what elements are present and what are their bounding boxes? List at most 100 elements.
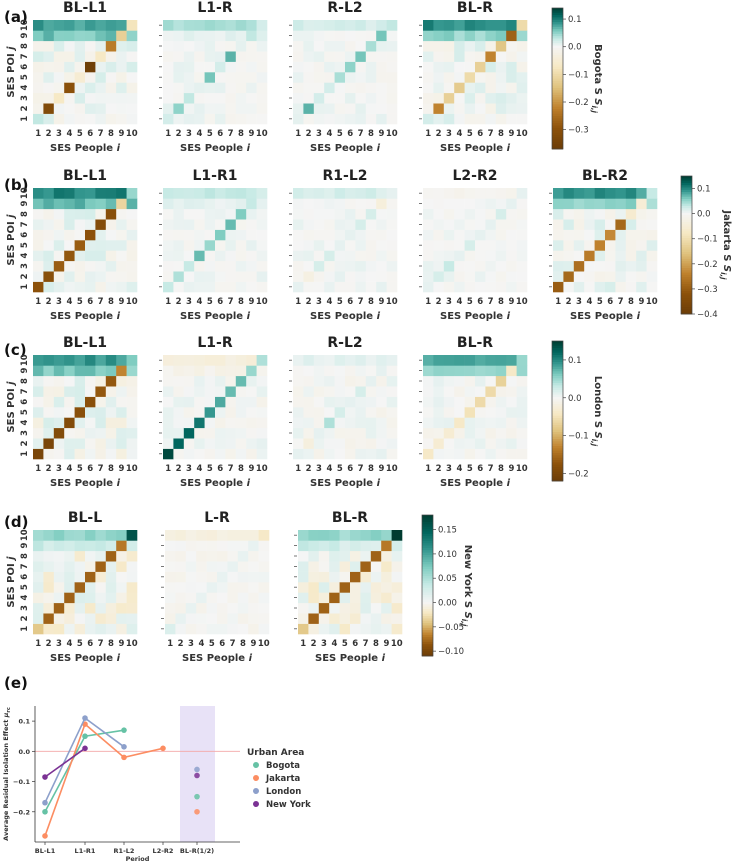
heatmap-cell — [443, 188, 455, 199]
heatmap-cell — [163, 438, 174, 449]
heatmap-cell — [495, 82, 507, 94]
heatmap-cell — [506, 365, 517, 377]
heatmap-cell — [485, 113, 497, 125]
heatmap-cell — [313, 250, 325, 262]
heatmap-cell — [303, 72, 315, 83]
legend-label: Bogota — [266, 761, 300, 771]
heatmap-cell — [506, 375, 517, 387]
heatmap-cell — [217, 550, 228, 562]
heatmap-cell — [116, 540, 127, 552]
heatmap-cell — [516, 72, 528, 83]
heatmap-cell — [105, 602, 117, 614]
heatmap-cell — [423, 198, 434, 210]
heatmap-cell — [475, 417, 486, 429]
heatmap-cell — [485, 219, 497, 230]
heatmap-cell — [74, 82, 86, 94]
colorbar-tick-label: −0.1 — [697, 235, 718, 245]
heatmap-cell — [196, 540, 207, 552]
colorbar-swatch — [552, 422, 563, 426]
colorbar-swatch — [552, 80, 563, 84]
x-axis-label: SES People i — [180, 478, 251, 489]
colorbar-swatch — [552, 380, 563, 384]
y-axis-label: SES POI j — [6, 381, 17, 433]
heatmap-cell — [204, 250, 216, 262]
colorbar-swatch — [552, 66, 563, 70]
heatmap-cell — [605, 271, 616, 282]
heatmap-cell — [256, 427, 268, 439]
heatmap-cell — [464, 355, 476, 366]
heatmap-cell — [506, 355, 517, 366]
heatmap-cell — [313, 375, 325, 387]
heatmap-cell — [584, 229, 595, 241]
heatmap-cell — [475, 386, 486, 397]
colorbar-swatch — [552, 476, 563, 480]
heatmap-cell — [225, 271, 237, 282]
colorbar-swatch — [422, 601, 433, 605]
heatmap-cell — [246, 281, 257, 293]
heatmap-cell — [495, 365, 507, 377]
heatmap-cell — [126, 40, 138, 52]
colorbar-frame — [680, 175, 693, 315]
heatmap-cell — [386, 188, 398, 199]
heatmap-cell — [345, 417, 356, 429]
heatmap-cell — [215, 396, 226, 408]
heatmap-cell — [334, 375, 346, 387]
heatmap-cell — [454, 375, 465, 387]
heatmap-cell — [495, 229, 507, 241]
heatmap-cell — [355, 417, 367, 429]
colorbar-swatch — [552, 448, 563, 452]
heatmap-cell — [235, 113, 247, 125]
heatmap-cell — [443, 219, 455, 230]
colorbar-swatch — [422, 538, 433, 542]
x-tick-label: 6 — [352, 639, 358, 649]
heatmap-cell — [313, 281, 325, 293]
colorbar-tick-label: 0.05 — [438, 574, 457, 584]
colorbar-swatch — [422, 634, 433, 638]
heatmap-cell — [381, 561, 392, 572]
heatmap-cell — [33, 448, 44, 460]
heatmap-cell — [235, 240, 247, 251]
heatmap-cell — [173, 355, 185, 366]
colorbar-swatch — [681, 182, 692, 186]
colorbar-swatch — [422, 517, 433, 521]
heatmap-cell — [235, 375, 247, 387]
heatmap-cell — [298, 582, 309, 593]
heatmap-cell — [625, 219, 637, 230]
heatmap-cell — [64, 438, 75, 449]
heatmap-cell — [235, 82, 247, 94]
heatmap-cell — [625, 229, 637, 241]
heatmap-cell — [324, 82, 335, 94]
colorbar-swatch — [681, 238, 692, 241]
heatmap-cell — [584, 208, 595, 220]
heatmap-cell — [194, 20, 205, 31]
heatmap-cell — [163, 448, 174, 460]
heatmap-cell — [423, 72, 434, 83]
heatmap-cell — [376, 448, 387, 460]
heatmap-cell — [355, 386, 367, 397]
heatmap-cell — [360, 613, 372, 624]
colorbar-swatch — [422, 585, 433, 589]
heatmap-cell — [329, 623, 340, 635]
x-tick-label: 8 — [368, 297, 374, 307]
heatmap-cell — [605, 281, 616, 293]
heatmap-cell — [334, 386, 346, 397]
heatmap-cell — [74, 30, 86, 42]
colorbar-swatch — [681, 192, 692, 195]
heatmap-cell — [116, 113, 127, 125]
heatmap-cell — [204, 30, 216, 42]
colorbar-swatch — [422, 515, 433, 518]
heatmap-cell — [386, 219, 398, 230]
heatmap-cell — [345, 103, 356, 114]
heatmap-cell — [303, 407, 315, 418]
colorbar-label: Jakarta S Si,j — [719, 209, 732, 280]
heatmap-cell — [370, 530, 382, 541]
heatmap-cell — [246, 427, 257, 439]
heatmap-cell — [206, 561, 218, 572]
heatmap-cell — [506, 20, 517, 31]
heatmap-cell — [33, 72, 44, 83]
y-tick-label: 10 — [20, 187, 30, 199]
colorbar-swatch — [681, 194, 692, 198]
heatmap-cell — [303, 219, 315, 230]
heatmap-cell — [105, 438, 117, 449]
